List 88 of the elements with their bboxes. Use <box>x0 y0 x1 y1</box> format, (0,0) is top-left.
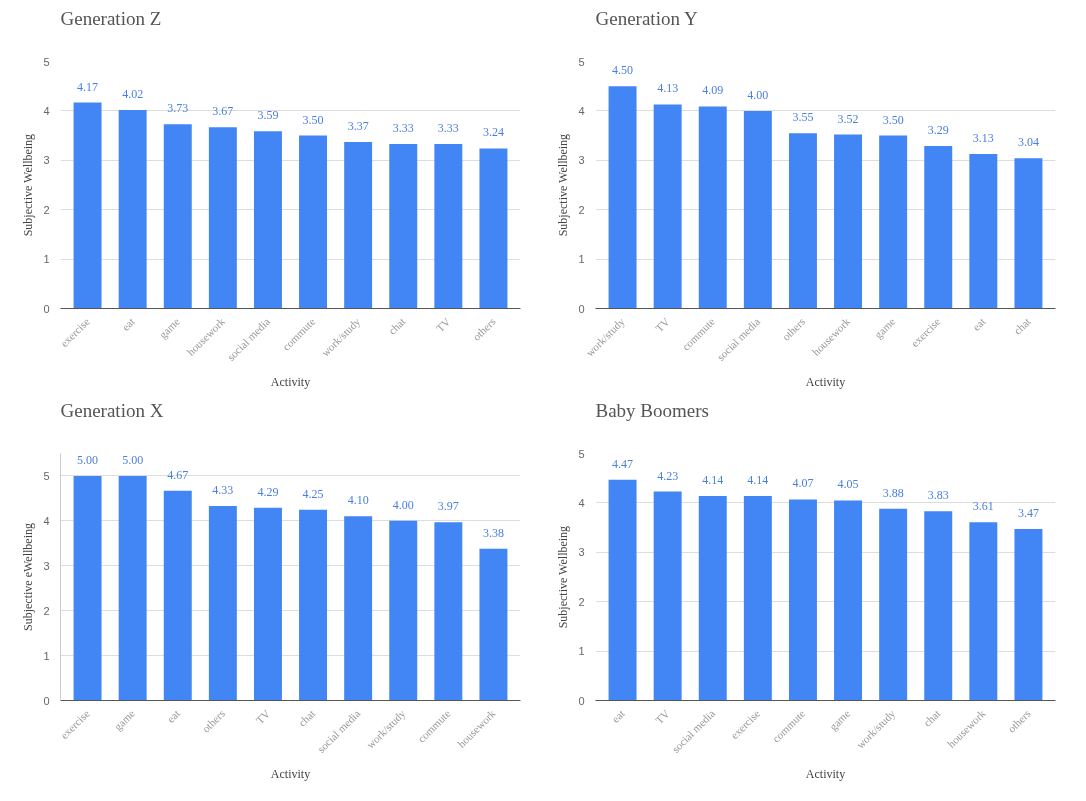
y-tick-label: 5 <box>43 469 50 482</box>
x-tick-label: TV <box>653 707 672 727</box>
y-tick-label: 1 <box>578 253 585 266</box>
y-tick-label: 3 <box>578 154 585 167</box>
data-label: 3.37 <box>347 119 369 134</box>
chart-title: Generation X <box>60 399 164 421</box>
y-tick-label: 0 <box>43 302 50 315</box>
x-tick-label: eat <box>164 707 182 725</box>
data-label: 4.14 <box>747 472 769 487</box>
data-label: 4.29 <box>257 484 279 499</box>
data-label: 3.50 <box>882 112 904 127</box>
y-tick-label: 3 <box>578 546 585 559</box>
data-label: 4.10 <box>347 493 369 508</box>
y-tick-label: 5 <box>43 55 50 68</box>
data-label: 3.88 <box>882 485 904 500</box>
data-label: 3.67 <box>212 104 234 119</box>
y-tick-label: 5 <box>578 447 585 460</box>
x-tick-label: TV <box>653 315 672 335</box>
y-axis-title: Subjective Wellbeing <box>21 133 36 237</box>
y-tick-label: 4 <box>578 496 585 509</box>
x-axis-title: Activity <box>805 767 846 782</box>
data-label: 4.02 <box>122 86 144 101</box>
data-label: 3.97 <box>437 499 459 514</box>
y-tick-label: 4 <box>43 104 50 117</box>
data-label: 3.59 <box>257 108 279 123</box>
y-tick-label: 0 <box>578 694 585 707</box>
x-tick-label: chat <box>921 707 943 729</box>
y-tick-label: 3 <box>43 154 50 167</box>
data-label: 4.05 <box>837 477 859 492</box>
data-label: 3.33 <box>392 121 414 135</box>
x-tick-label: TV <box>253 707 273 727</box>
data-label: 3.24 <box>482 125 504 140</box>
y-tick-label: 1 <box>578 645 585 658</box>
data-label: 4.00 <box>392 497 414 512</box>
x-axis-title: Activity <box>270 375 311 390</box>
x-axis-title: Activity <box>805 375 846 390</box>
data-label: 5.00 <box>122 452 144 467</box>
x-tick-label: chat <box>1011 315 1033 337</box>
data-label: 4.50 <box>612 63 634 78</box>
data-label: 3.33 <box>437 121 459 135</box>
y-tick-label: 5 <box>578 55 585 68</box>
x-tick-label: eat <box>609 707 627 725</box>
y-tick-label: 3 <box>43 559 50 572</box>
data-label: 4.09 <box>702 83 724 98</box>
x-axis-title: Activity <box>270 767 311 782</box>
x-tick-label: eat <box>119 315 137 333</box>
data-label: 3.38 <box>482 525 504 540</box>
data-label: 3.50 <box>302 112 324 127</box>
y-axis-title: Subjective eWellbeing <box>21 523 36 631</box>
data-label: 3.29 <box>927 122 949 137</box>
x-tick-label: TV <box>433 315 453 335</box>
y-tick-label: 4 <box>578 104 585 117</box>
data-label: 3.52 <box>837 111 859 126</box>
y-tick-label: 1 <box>43 253 50 266</box>
data-label: 4.00 <box>747 87 769 102</box>
data-label: 4.25 <box>302 486 324 501</box>
y-tick-label: 2 <box>578 203 585 216</box>
chart-title: Generation Z <box>60 7 162 29</box>
y-tick-label: 2 <box>43 604 50 617</box>
data-label: 4.17 <box>77 79 99 94</box>
y-tick-label: 2 <box>578 595 585 608</box>
y-axis-title: Subjective Wellbeing <box>556 525 571 629</box>
data-label: 4.07 <box>792 476 814 491</box>
data-label: 3.73 <box>167 101 189 116</box>
y-tick-label: 0 <box>43 694 50 707</box>
y-tick-label: 2 <box>43 203 50 216</box>
data-label: 5.00 <box>77 452 99 467</box>
chart-title: Generation Y <box>595 7 698 29</box>
x-tick-label: chat <box>295 707 318 729</box>
y-axis-title: Subjective Wellbeing <box>556 133 571 237</box>
data-label: 3.55 <box>792 110 814 125</box>
data-label: 4.14 <box>702 472 724 487</box>
data-label: 3.83 <box>927 488 949 503</box>
x-tick-label: chat <box>386 315 408 337</box>
y-tick-label: 1 <box>43 649 50 662</box>
y-tick-label: 4 <box>43 514 50 527</box>
data-label: 3.13 <box>972 130 994 145</box>
data-label: 4.13 <box>657 81 679 96</box>
data-label: 4.33 <box>212 483 234 498</box>
y-tick-label: 0 <box>578 302 585 315</box>
data-label: 4.23 <box>657 468 679 483</box>
data-label: 3.04 <box>1017 135 1039 150</box>
chart-title: Baby Boomers <box>595 399 709 421</box>
data-label: 3.47 <box>1017 506 1039 521</box>
data-label: 4.67 <box>167 467 189 482</box>
data-label: 4.47 <box>612 456 634 471</box>
data-label: 3.61 <box>972 499 994 514</box>
x-tick-label: eat <box>970 315 988 333</box>
